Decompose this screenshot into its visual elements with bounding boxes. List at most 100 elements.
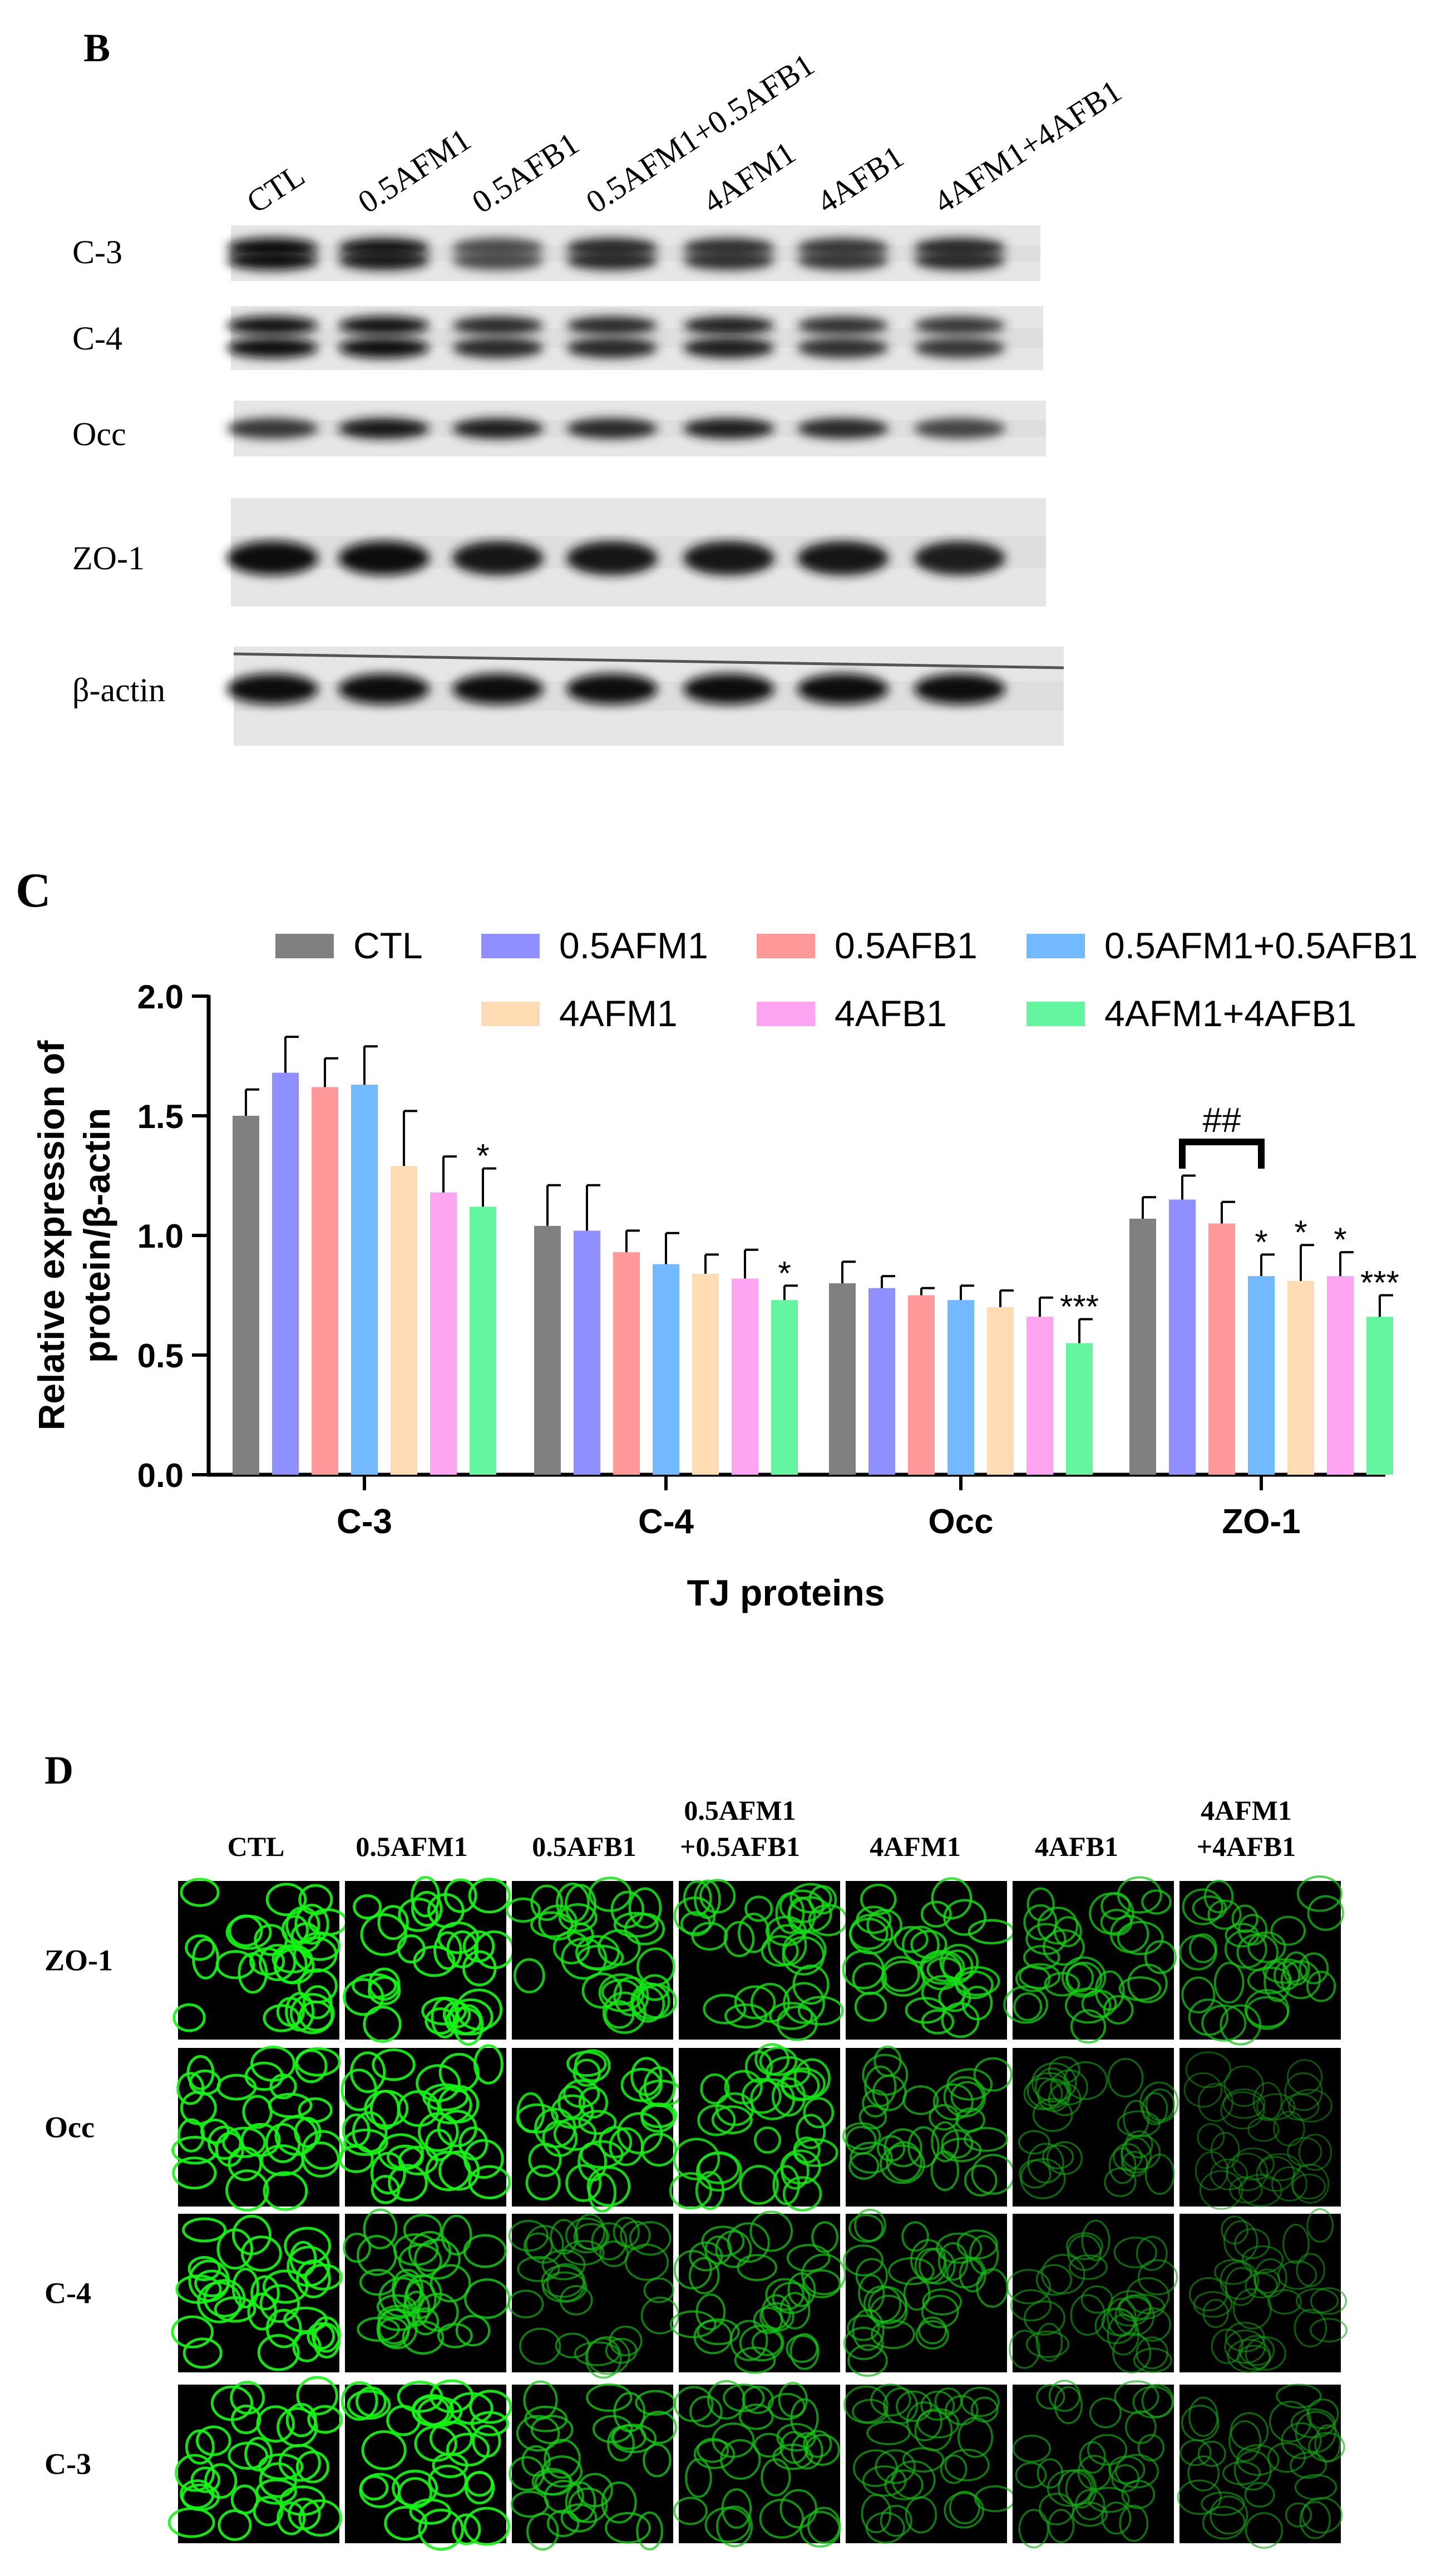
blot-band [452,673,544,705]
if-image-c-4-col7 [1179,2208,1348,2373]
x-tick-label-c-3: C-3 [337,1503,392,1541]
bar-occ-0-5afb1 [908,1295,935,1475]
blot-band [227,250,318,270]
blot-band [452,418,544,439]
bar-c-4-0-5afm1 [574,1230,600,1475]
if-column-label-0-5afm1-0-5afb1: 0.5AFM1 +0.5AFB1 [680,1795,800,1862]
if-row-label-c-4: C-4 [45,2277,91,2310]
if-image-zo-1-col7 [1178,1875,1344,2046]
if-image-c-4-col4 [669,2210,846,2374]
bar-c-4-4afm1-4afb1 [771,1300,798,1475]
bar-c-4-4afb1 [732,1278,758,1475]
if-column-label-0-5afb1: 0.5AFB1 [532,1831,636,1862]
blot-band [338,418,430,439]
blot-lane-label-4afm1: 4AFM1 [697,134,802,220]
bar-zo-1-0-5afm1 [1169,1199,1196,1475]
blot-band [914,541,1005,575]
if-image-c-4-col1 [171,2214,343,2372]
legend-swatch-ctl [275,934,334,958]
comparison-mark: ## [1203,1101,1241,1140]
if-image-occ-col3 [512,2048,683,2213]
blot-row-label-c-4: C-4 [72,320,122,357]
blot-band [338,337,430,358]
blot-band [566,541,658,575]
if-image-occ-col7 [1179,2048,1341,2210]
blot-band [797,337,889,358]
legend-label-ctl: CTL [353,925,423,966]
blot-band [683,541,774,575]
legend-label-0-5afm1: 0.5AFM1 [559,925,708,966]
if-image-zo-1-col5 [842,1877,1015,2040]
if-image-c-3-col2 [340,2379,512,2551]
bar-c-4-ctl [534,1225,561,1475]
blot-band [797,418,889,439]
if-row-label-occ: Occ [45,2111,95,2144]
blot-band [683,673,774,705]
bar-occ-4afm1 [987,1307,1014,1475]
significance-mark: *** [1360,1264,1399,1302]
blot-band [452,541,544,575]
blot-band [797,250,889,270]
blot-band [683,250,774,270]
bar-c-3-4afb1 [430,1192,457,1475]
bar-occ-0-5afm1 [868,1288,895,1475]
if-image-c-3-col3 [509,2380,677,2551]
bar-c-4-0-5afm1-0-5afb1 [653,1264,679,1475]
bar-zo-1-ctl [1129,1218,1156,1475]
blot-band [797,541,889,575]
panel-letter-c: C [16,864,51,918]
if-column-label-ctl: CTL [228,1831,285,1862]
blot-band [914,418,1005,439]
blot-band [566,337,658,358]
y-tick-label: 1.5 [137,1098,184,1135]
blot-lane-label-0-5afm1: 0.5AFM1 [352,121,477,220]
significance-mark: *** [1060,1288,1099,1326]
legend-swatch-0-5afm1-0-5afb1 [1026,934,1085,958]
significance-mark: * [1255,1223,1267,1260]
bar-occ-0-5afm1-0-5afb1 [947,1300,974,1475]
if-image-c-3-col7 [1177,2383,1345,2549]
significance-mark: * [476,1137,489,1175]
if-row-label-zo-1: ZO-1 [45,1944,113,1977]
bar-zo-1-0-5afb1 [1208,1223,1235,1475]
blot-row-label-occ: Occ [72,416,126,452]
legend-label-4afm1-4afb1: 4AFM1+4AFB1 [1104,993,1356,1034]
immunofluorescence-panel: CTL 0.5AFM1 0.5AFB1 0.5AFM1 +0.5AFB1 4AFM1 4AF… [45,1795,1348,2551]
bar-zo-1-4afm1 [1287,1281,1314,1475]
bar-occ-4afm1-4afb1 [1066,1343,1093,1475]
significance-mark: * [1294,1214,1307,1251]
blot-lane-label-0-5afb1: 0.5AFB1 [466,125,585,220]
if-image-c-4-col3 [507,2213,680,2379]
bar-c-3-0-5afm1-0-5afb1 [351,1085,378,1475]
y-tick-label: 0.0 [137,1457,184,1494]
bar-c-3-ctl [233,1116,259,1475]
blot-band [452,337,544,358]
blot-lane-label-4afb1: 4AFB1 [811,138,910,220]
blot-row-label-zo-1: ZO-1 [72,540,145,577]
blot-band [452,250,544,270]
if-image-zo-1-col2 [343,1875,515,2046]
if-column-label-4afb1: 4AFB1 [1035,1831,1118,1862]
legend-label-0-5afm1-0-5afb1: 0.5AFM1+0.5AFB1 [1104,925,1418,966]
bar-c-3-0-5afb1 [312,1087,338,1475]
blot-band [566,673,658,705]
legend-label-4afm1: 4AFM1 [559,993,678,1034]
blot-row-label-c-3: C-3 [72,234,122,270]
if-column-label-4afm1: 4AFM1 [870,1831,961,1862]
legend-swatch-0-5afm1 [481,934,540,958]
bar-c-4-0-5afb1 [613,1252,640,1475]
if-image-zo-1-col1 [172,1878,348,2040]
blot-band [227,316,318,335]
bar-c-3-4afm1-4afb1 [470,1206,496,1475]
blot-band [566,316,658,335]
blot-band [452,316,544,335]
legend-swatch-0-5afb1 [757,934,815,958]
blot-band [338,541,430,575]
bar-c-3-4afm1 [391,1166,417,1475]
legend-label-4afb1: 4AFB1 [835,993,947,1034]
blot-lane-label-ctl: CTL [240,157,311,220]
if-image-zo-1-col4 [673,1879,848,2041]
comparison-bracket [1179,1139,1265,1169]
blot-band [227,673,318,705]
